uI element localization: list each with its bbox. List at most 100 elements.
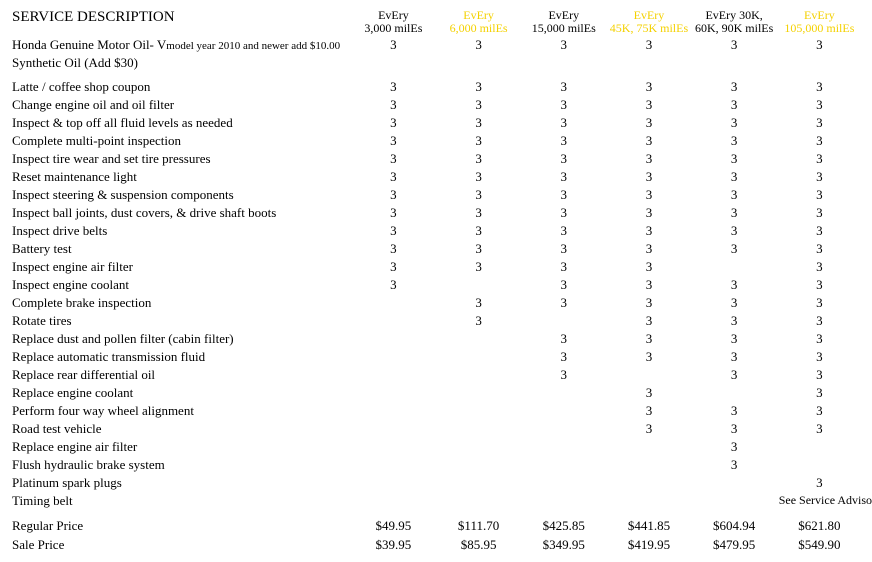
oil-mark-0: 3 <box>351 36 436 54</box>
service-mark: 3 <box>606 204 691 222</box>
service-mark: 3 <box>692 150 777 168</box>
service-row: Inspect drive belts333333 <box>10 222 862 240</box>
oil-mark-1: 3 <box>436 36 521 54</box>
service-row: Road test vehicle333 <box>10 420 862 438</box>
col-header-1: EvEry6,000 milEs <box>436 8 521 36</box>
service-mark: 3 <box>692 132 777 150</box>
service-table: SERVICE DESCRIPTION EvEry3,000 milEs EvE… <box>10 8 862 554</box>
service-mark <box>692 492 777 510</box>
service-mark: 3 <box>692 456 777 474</box>
service-mark: 3 <box>521 132 606 150</box>
service-mark: 3 <box>521 114 606 132</box>
service-mark: 3 <box>521 78 606 96</box>
service-label: Replace automatic transmission fluid <box>10 348 351 366</box>
service-mark: 3 <box>606 348 691 366</box>
service-row: Change engine oil and oil filter333333 <box>10 96 862 114</box>
service-row: Complete brake inspection33333 <box>10 294 862 312</box>
service-mark: 3 <box>606 186 691 204</box>
service-mark: 3 <box>521 348 606 366</box>
service-row: Replace rear differential oil333 <box>10 366 862 384</box>
oil-mark-2: 3 <box>521 36 606 54</box>
service-mark: 3 <box>777 330 862 348</box>
service-mark: 3 <box>777 366 862 384</box>
service-row: Latte / coffee shop coupon333333 <box>10 78 862 96</box>
service-mark: 3 <box>777 240 862 258</box>
service-mark: 3 <box>692 114 777 132</box>
service-mark <box>521 474 606 492</box>
service-mark <box>521 438 606 456</box>
service-row: Replace dust and pollen filter (cabin fi… <box>10 330 862 348</box>
service-label: Road test vehicle <box>10 420 351 438</box>
service-label: Complete brake inspection <box>10 294 351 312</box>
oil-row-note: model year 2010 and newer add $10.00 <box>166 40 340 52</box>
service-mark: 3 <box>606 402 691 420</box>
synthetic-label: Synthetic Oil (Add $30) <box>10 54 351 72</box>
price-value: $621.80 <box>777 516 862 535</box>
price-value: $349.95 <box>521 535 606 554</box>
service-label: Complete multi-point inspection <box>10 132 351 150</box>
service-mark: 3 <box>436 204 521 222</box>
service-mark: 3 <box>692 96 777 114</box>
service-mark: 3 <box>436 150 521 168</box>
service-row: Rotate tires3333 <box>10 312 862 330</box>
service-mark: 3 <box>692 294 777 312</box>
service-label: Timing belt <box>10 492 351 510</box>
service-mark <box>521 312 606 330</box>
service-mark <box>436 366 521 384</box>
service-mark <box>351 438 436 456</box>
service-mark: 3 <box>521 366 606 384</box>
service-mark: 3 <box>692 276 777 294</box>
service-mark: 3 <box>436 114 521 132</box>
service-mark: 3 <box>351 114 436 132</box>
oil-mark-5: 3 <box>777 36 862 54</box>
service-mark <box>351 420 436 438</box>
service-mark: 3 <box>436 258 521 276</box>
synthetic-row: Synthetic Oil (Add $30) <box>10 54 862 72</box>
service-mark <box>351 474 436 492</box>
service-mark <box>436 456 521 474</box>
service-mark: 3 <box>692 402 777 420</box>
service-row: Flush hydraulic brake system 3 <box>10 456 862 474</box>
service-mark: 3 <box>606 168 691 186</box>
service-label: Change engine oil and oil filter <box>10 96 351 114</box>
service-mark: 3 <box>777 168 862 186</box>
service-mark: 3 <box>351 186 436 204</box>
service-label: Flush hydraulic brake system <box>10 456 351 474</box>
service-label: Latte / coffee shop coupon <box>10 78 351 96</box>
service-mark <box>521 456 606 474</box>
price-value: $479.95 <box>692 535 777 554</box>
service-mark <box>436 402 521 420</box>
service-label: Replace dust and pollen filter (cabin fi… <box>10 330 351 348</box>
service-mark: 3 <box>351 78 436 96</box>
service-mark <box>777 438 862 456</box>
service-mark: 3 <box>777 258 862 276</box>
service-mark: 3 <box>436 186 521 204</box>
service-label: Replace rear differential oil <box>10 366 351 384</box>
service-mark: 3 <box>351 240 436 258</box>
service-row: Inspect ball joints, dust covers, & driv… <box>10 204 862 222</box>
service-mark: See Service Advisor <box>777 492 862 510</box>
service-mark: 3 <box>692 204 777 222</box>
service-mark: 3 <box>521 168 606 186</box>
header-title: SERVICE DESCRIPTION <box>10 8 351 36</box>
service-mark <box>692 258 777 276</box>
service-mark <box>521 384 606 402</box>
service-mark <box>606 492 691 510</box>
service-mark <box>692 474 777 492</box>
oil-row: Honda Genuine Motor Oil- Vmodel year 201… <box>10 36 862 54</box>
service-mark: 3 <box>692 330 777 348</box>
service-row: Reset maintenance light333333 <box>10 168 862 186</box>
service-label: Inspect & top off all fluid levels as ne… <box>10 114 351 132</box>
col-header-5: EvEry105,000 milEs <box>777 8 862 36</box>
service-mark: 3 <box>606 240 691 258</box>
service-label: Battery test <box>10 240 351 258</box>
service-mark: 3 <box>692 168 777 186</box>
service-mark: 3 <box>777 474 862 492</box>
price-value: $549.90 <box>777 535 862 554</box>
service-mark: 3 <box>606 114 691 132</box>
service-mark: 3 <box>606 312 691 330</box>
service-mark <box>436 384 521 402</box>
service-mark <box>606 474 691 492</box>
service-mark: 3 <box>606 294 691 312</box>
service-mark: 3 <box>692 186 777 204</box>
